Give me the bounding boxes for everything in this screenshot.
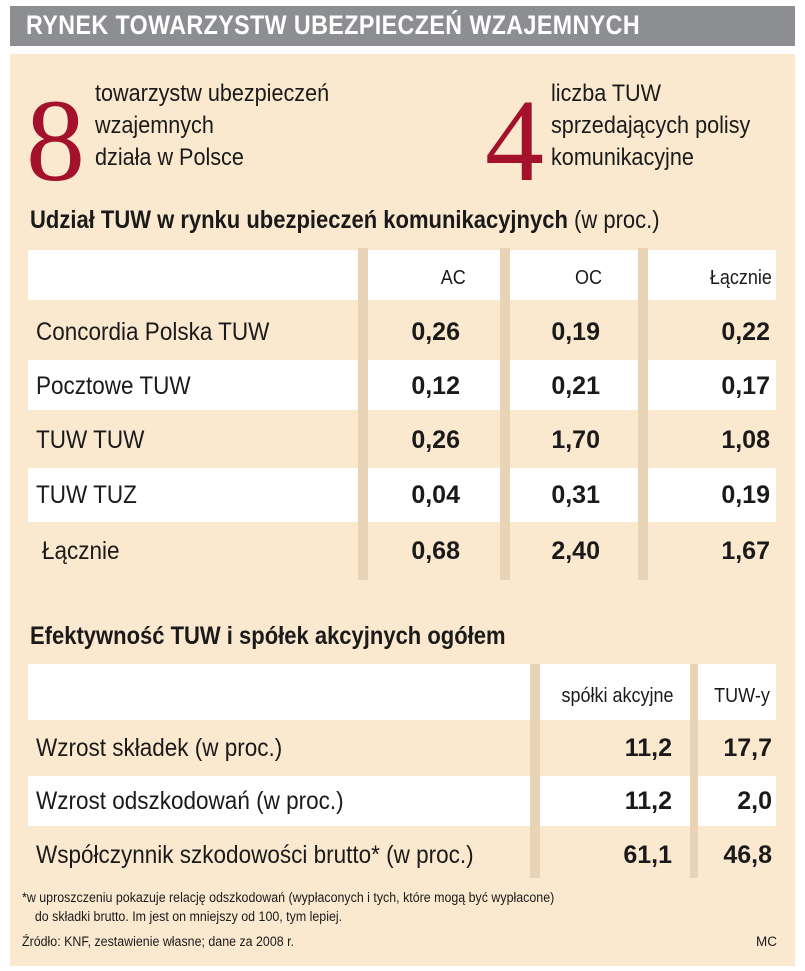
table1-header-label-cell <box>28 250 358 300</box>
author-initials: MC <box>756 934 777 949</box>
column-divider <box>690 664 698 878</box>
table1-header-cell: AC <box>368 250 500 300</box>
table1-row-bg <box>28 360 358 410</box>
table2-title: Efektywność TUW i spółek akcyjnych ogółe… <box>30 622 506 650</box>
table2-cell-value: 46,8 <box>723 841 772 869</box>
table1-header-cell: Łącznie <box>648 250 776 300</box>
stat-text-motor-tuw: liczba TUW sprzedających polisy komunika… <box>551 78 750 174</box>
table2-cell-value: 11,2 <box>624 787 672 815</box>
table1-header-cell: OC <box>510 250 638 300</box>
table1-row-label: TUW TUW <box>36 426 145 454</box>
table1-cell-value: 0,26 <box>411 426 460 454</box>
table1-row-bg <box>368 468 500 522</box>
table1-column-header-oc: OC <box>575 267 602 289</box>
table1-row-bg <box>368 360 500 410</box>
stat-line: komunikacyjne <box>551 144 694 171</box>
footnote-line: do składki brutto. Im jest on mniejszy o… <box>34 909 343 924</box>
table1-title-text: Udział TUW w rynku ubezpieczeń komunikac… <box>30 206 568 234</box>
table1-row-bg <box>28 468 358 522</box>
table1-row-bg <box>648 360 776 410</box>
table1-row-bg <box>510 468 638 522</box>
table1-cell-value: 0,12 <box>411 372 460 400</box>
stat-line: sprzedających polisy <box>551 112 751 139</box>
table1-title-suffix: (w proc.) <box>574 206 660 234</box>
table2-cell-value: 17,7 <box>723 734 772 762</box>
table1-column-header-total: Łącznie <box>709 267 772 289</box>
table1-row-label: Concordia Polska TUW <box>36 318 270 346</box>
table1-cell-value: 0,17 <box>721 372 770 400</box>
table1-total-value: 2,40 <box>551 537 600 565</box>
title-bar: RYNEK TOWARZYSTW UBEZPIECZEŃ WZAJEMNYCH <box>10 6 795 46</box>
column-divider <box>358 248 368 580</box>
column-divider <box>638 248 648 580</box>
table2-cell-value: 2,0 <box>737 787 772 815</box>
table1-title: Udział TUW w rynku ubezpieczeń komunikac… <box>30 206 660 235</box>
main-title: RYNEK TOWARZYSTW UBEZPIECZEŃ WZAJEMNYCH <box>26 10 641 40</box>
table1-cell-value: 0,04 <box>411 481 460 509</box>
table2-cell-value: 11,2 <box>624 734 672 762</box>
table1-cell-value: 0,26 <box>411 318 460 346</box>
table2-header-cell: TUW-y <box>698 664 776 720</box>
table2-column-header-tuw: TUW-y <box>714 685 770 707</box>
table1-row-label: Pocztowe TUW <box>36 372 191 400</box>
table1-total-value: 1,67 <box>721 537 770 565</box>
stat-line: działa w Polsce <box>95 144 244 171</box>
table2-row-label: Współczynnik szkodowości brutto* (w proc… <box>36 841 474 869</box>
stat-text-tuw-count: towarzystw ubezpieczeń wzajemnych działa… <box>95 78 329 174</box>
table1-cell-value: 0,31 <box>551 481 600 509</box>
table2-row-label: Wzrost odszkodowań (w proc.) <box>36 787 344 815</box>
table1-cell-value: 1,70 <box>551 426 600 454</box>
table1-row-bg <box>510 360 638 410</box>
stat-line: towarzystw ubezpieczeń <box>95 80 330 107</box>
table1-row-label: TUW TUZ <box>36 481 137 509</box>
table2-column-header-sa: spółki akcyjne <box>561 685 674 707</box>
table1-cell-value: 0,19 <box>721 481 770 509</box>
table2-row-label: Wzrost składek (w proc.) <box>36 734 283 762</box>
stat-line: wzajemnych <box>95 112 214 139</box>
table1-row-bg <box>648 468 776 522</box>
table1-cell-value: 0,21 <box>551 372 600 400</box>
table2-cell-value: 61,1 <box>623 841 672 869</box>
stat-number-tuw-count: 8 <box>26 75 85 206</box>
table1-column-header-ac: AC <box>440 267 466 289</box>
table1-total-label: Łącznie <box>42 537 120 565</box>
source-note: Źródło: KNF, zestawienie własne; dane za… <box>22 934 295 949</box>
column-divider <box>500 248 510 580</box>
table1-total-value: 0,68 <box>411 537 460 565</box>
table2-row-bg <box>28 776 530 826</box>
table2-header-label-cell <box>28 664 530 720</box>
table1-cell-value: 0,19 <box>551 318 600 346</box>
column-divider <box>530 664 540 878</box>
footnote: *w uproszczeniu pokazuje relację odszkod… <box>22 888 554 926</box>
stat-number-motor-tuw: 4 <box>485 75 544 206</box>
footnote-line: *w uproszczeniu pokazuje relację odszkod… <box>22 890 555 905</box>
stat-line: liczba TUW <box>551 80 662 107</box>
table2-row-bg <box>698 776 776 826</box>
table1-cell-value: 0,22 <box>721 318 770 346</box>
table1-cell-value: 1,08 <box>721 426 770 454</box>
table2-row-bg <box>540 776 690 826</box>
table2-header-cell: spółki akcyjne <box>540 664 690 720</box>
